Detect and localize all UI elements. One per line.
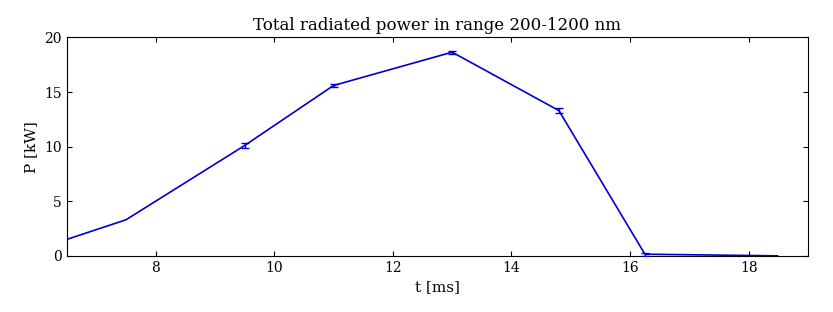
Y-axis label: P [kW]: P [kW] xyxy=(25,121,38,173)
X-axis label: t [ms]: t [ms] xyxy=(415,280,460,294)
Title: Total radiated power in range 200-1200 nm: Total radiated power in range 200-1200 n… xyxy=(253,17,621,35)
